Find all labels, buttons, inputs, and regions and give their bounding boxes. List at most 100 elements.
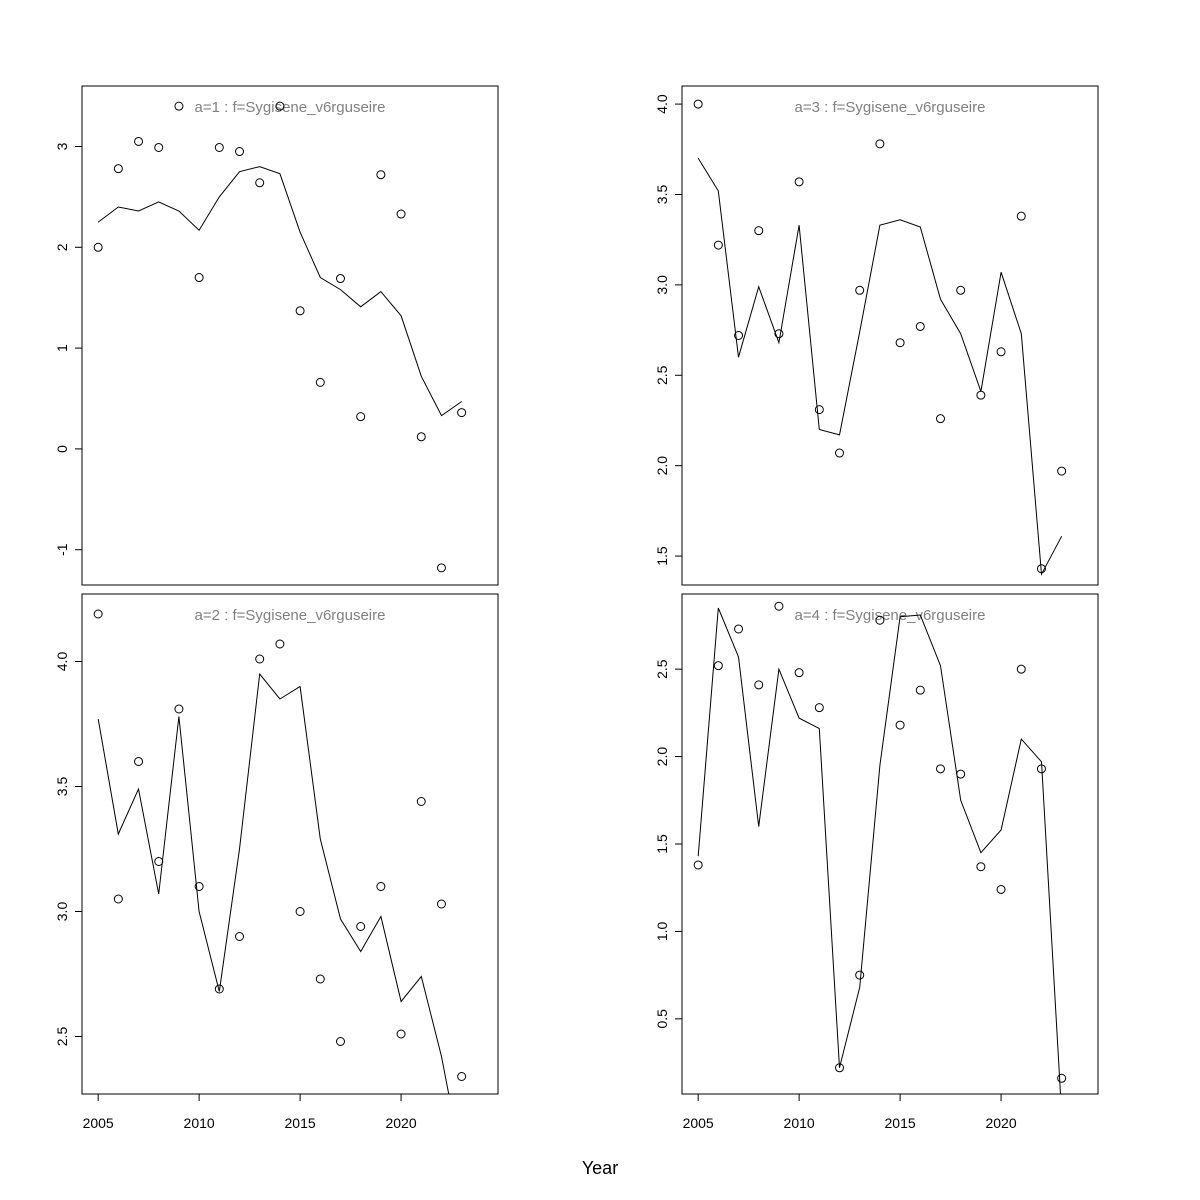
data-point [416, 797, 426, 806]
data-point [1057, 466, 1067, 476]
panel-title: a=4 : f=Sygisene_v6rguseire [795, 607, 986, 624]
data-layer [93, 101, 467, 573]
data-point [935, 764, 945, 774]
data-point [457, 408, 467, 418]
y-tick-label: 3.5 [654, 185, 670, 205]
x-tick-label: 2015 [885, 1115, 916, 1131]
data-point [174, 704, 184, 714]
data-point [754, 226, 764, 236]
y-tick-label: 1.5 [654, 834, 670, 854]
data-point [457, 1072, 467, 1081]
data-point [194, 882, 204, 891]
panel-title: a=3 : f=Sygisene_v6rguseire [795, 99, 986, 116]
y-tick-label: 4.0 [654, 94, 670, 114]
data-point [295, 907, 305, 916]
y-tick-label: 3.5 [54, 777, 70, 797]
data-point [436, 899, 446, 909]
data-point [794, 668, 804, 678]
plot-frame [81, 593, 499, 1095]
data-point [875, 139, 885, 149]
data-point [194, 273, 204, 283]
y-tick-label: 1.5 [654, 546, 670, 566]
data-point [814, 405, 824, 415]
data-point [734, 331, 744, 340]
y-tick-label: 3 [54, 142, 70, 150]
y-tick-label: 2 [54, 243, 70, 251]
y-tick-label: 1 [54, 344, 70, 352]
panel-title: a=2 : f=Sygisene_v6rguseire [195, 607, 386, 624]
data-layer [693, 99, 1067, 576]
data-point [376, 170, 386, 180]
data-point [814, 703, 824, 713]
x-tick-label: 2005 [683, 1115, 714, 1131]
data-point [315, 377, 325, 387]
y-tick-label: 2.5 [654, 659, 670, 679]
data-point [996, 884, 1006, 894]
data-point [774, 329, 784, 339]
data-point [356, 412, 366, 422]
data-point [335, 274, 345, 284]
data-point [315, 974, 325, 984]
data-point [335, 1037, 345, 1046]
data-point [915, 321, 925, 331]
data-point [774, 601, 784, 611]
data-point [154, 857, 164, 866]
data-point [275, 101, 285, 111]
data-point [835, 448, 845, 458]
data-point [855, 970, 865, 980]
panel-a4: a=4 : f=Sygisene_v6rguseire 0.5 1.0 1.5 2.0 2… [654, 593, 1099, 1131]
y-tick-label: 2.0 [654, 747, 670, 767]
x-axis-label: Year [582, 1158, 618, 1178]
plot-frame [81, 85, 499, 586]
data-point [754, 680, 764, 690]
data-point [693, 99, 703, 109]
series-line [97, 166, 462, 417]
panel-a1: a=1 : f=Sygisene_v6rguseire -1 0 1 2 3 [54, 85, 499, 586]
data-point [376, 882, 386, 891]
y-tick-label: 3.0 [654, 275, 670, 295]
data-point [794, 177, 804, 187]
data-point [396, 209, 406, 219]
data-point [855, 285, 865, 295]
data-point [255, 178, 265, 188]
data-point [93, 609, 103, 619]
data-point [713, 661, 723, 671]
data-point [113, 164, 123, 174]
data-point [915, 685, 925, 695]
x-tick-label: 2020 [985, 1115, 1016, 1131]
y-tick-label: 4.0 [54, 652, 70, 672]
data-point [134, 136, 144, 146]
data-point [93, 242, 103, 252]
y-tick-label: 2.0 [654, 456, 670, 476]
data-point [416, 432, 426, 442]
data-point [134, 757, 144, 766]
y-tick-label: -1 [54, 543, 70, 556]
data-point [275, 639, 285, 649]
data-point [956, 285, 966, 295]
series-line [97, 672, 450, 1094]
data-point [214, 984, 224, 994]
x-tick-label: 2010 [184, 1115, 215, 1131]
x-tick-label: 2020 [385, 1115, 416, 1131]
data-point [895, 338, 905, 348]
data-point [996, 347, 1006, 357]
data-point [235, 147, 245, 157]
y-tick-label: 2.5 [54, 1027, 70, 1047]
data-point [214, 142, 224, 152]
data-point [693, 860, 703, 870]
data-point [1016, 664, 1026, 674]
x-tick-label: 2010 [784, 1115, 815, 1131]
panel-a2: a=2 : f=Sygisene_v6rguseire 2.5 3.0 3.5 4.0 2… [54, 593, 499, 1131]
data-point [356, 922, 366, 931]
data-point [956, 769, 966, 779]
data-point [154, 142, 164, 152]
data-point [935, 414, 945, 424]
plot-panels: a=1 : f=Sygisene_v6rguseire -1 0 1 2 3 a=3 : f… [54, 85, 1099, 1131]
data-layer [693, 601, 1067, 1094]
data-point [976, 862, 986, 872]
data-layer [93, 609, 467, 1094]
data-point [235, 932, 245, 941]
data-point [1057, 1073, 1067, 1083]
panel-a3: a=3 : f=Sygisene_v6rguseire 1.5 2.0 2.5 3.0 3… [654, 85, 1099, 586]
